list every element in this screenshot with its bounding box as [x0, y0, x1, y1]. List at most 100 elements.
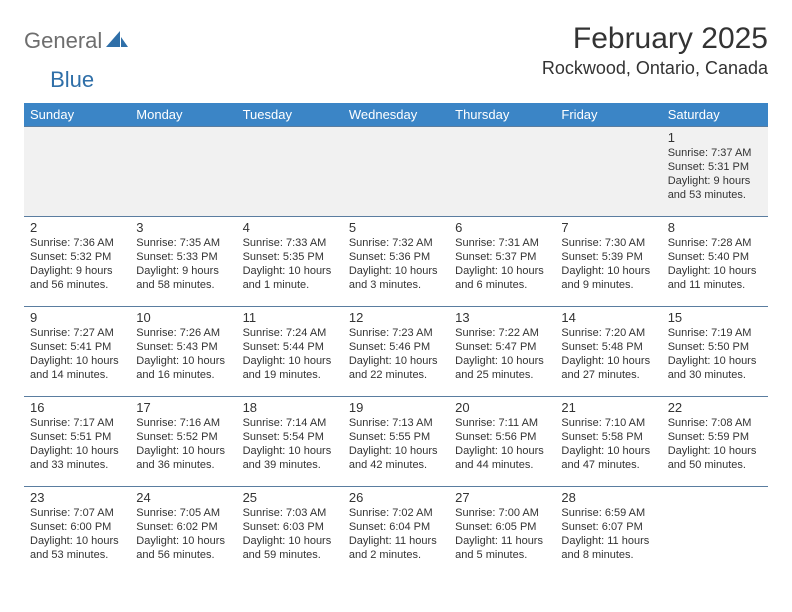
sunrise-text: Sunrise: 7:26 AM — [136, 327, 230, 341]
sunrise-text: Sunrise: 7:22 AM — [455, 327, 549, 341]
day-number: 8 — [668, 220, 762, 236]
sunset-text: Sunset: 5:56 PM — [455, 431, 549, 445]
sunset-text: Sunset: 6:07 PM — [561, 521, 655, 535]
day-number: 4 — [243, 220, 337, 236]
day-number: 11 — [243, 310, 337, 326]
calendar-body: 1Sunrise: 7:37 AMSunset: 5:31 PMDaylight… — [24, 127, 768, 577]
day-number: 17 — [136, 400, 230, 416]
day-cell: 6Sunrise: 7:31 AMSunset: 5:37 PMDaylight… — [449, 217, 555, 307]
location-subtitle: Rockwood, Ontario, Canada — [542, 58, 768, 79]
sunrise-text: Sunrise: 7:14 AM — [243, 417, 337, 431]
sunset-text: Sunset: 5:54 PM — [243, 431, 337, 445]
day-number: 2 — [30, 220, 124, 236]
day-cell: 12Sunrise: 7:23 AMSunset: 5:46 PMDayligh… — [343, 307, 449, 397]
day-cell: 2Sunrise: 7:36 AMSunset: 5:32 PMDaylight… — [24, 217, 130, 307]
sunset-text: Sunset: 5:58 PM — [561, 431, 655, 445]
day-cell: 13Sunrise: 7:22 AMSunset: 5:47 PMDayligh… — [449, 307, 555, 397]
sunrise-text: Sunrise: 7:36 AM — [30, 237, 124, 251]
logo-text-general: General — [24, 28, 102, 54]
week-row: 2Sunrise: 7:36 AMSunset: 5:32 PMDaylight… — [24, 217, 768, 307]
title-block: February 2025 Rockwood, Ontario, Canada — [542, 22, 768, 79]
daylight-text: Daylight: 10 hours and 9 minutes. — [561, 265, 655, 293]
page-title: February 2025 — [542, 22, 768, 56]
sunrise-text: Sunrise: 7:23 AM — [349, 327, 443, 341]
day-cell: 23Sunrise: 7:07 AMSunset: 6:00 PMDayligh… — [24, 487, 130, 577]
day-cell: 5Sunrise: 7:32 AMSunset: 5:36 PMDaylight… — [343, 217, 449, 307]
sunrise-text: Sunrise: 7:17 AM — [30, 417, 124, 431]
daylight-text: Daylight: 10 hours and 3 minutes. — [349, 265, 443, 293]
daylight-text: Daylight: 10 hours and 6 minutes. — [455, 265, 549, 293]
day-number: 23 — [30, 490, 124, 506]
day-cell: 25Sunrise: 7:03 AMSunset: 6:03 PMDayligh… — [237, 487, 343, 577]
sunset-text: Sunset: 6:03 PM — [243, 521, 337, 535]
daylight-text: Daylight: 10 hours and 53 minutes. — [30, 535, 124, 563]
sunset-text: Sunset: 5:36 PM — [349, 251, 443, 265]
day-number: 26 — [349, 490, 443, 506]
day-number: 20 — [455, 400, 549, 416]
sunset-text: Sunset: 5:50 PM — [668, 341, 762, 355]
daylight-text: Daylight: 10 hours and 25 minutes. — [455, 355, 549, 383]
daylight-text: Daylight: 10 hours and 27 minutes. — [561, 355, 655, 383]
sunrise-text: Sunrise: 7:03 AM — [243, 507, 337, 521]
day-cell: 8Sunrise: 7:28 AMSunset: 5:40 PMDaylight… — [662, 217, 768, 307]
daylight-text: Daylight: 9 hours and 53 minutes. — [668, 175, 762, 203]
calendar-table: Sunday Monday Tuesday Wednesday Thursday… — [24, 103, 768, 577]
logo-sail-icon — [106, 29, 128, 54]
week-row: 9Sunrise: 7:27 AMSunset: 5:41 PMDaylight… — [24, 307, 768, 397]
day-cell: 4Sunrise: 7:33 AMSunset: 5:35 PMDaylight… — [237, 217, 343, 307]
day-number: 24 — [136, 490, 230, 506]
day-cell: 10Sunrise: 7:26 AMSunset: 5:43 PMDayligh… — [130, 307, 236, 397]
day-number: 21 — [561, 400, 655, 416]
sunrise-text: Sunrise: 7:16 AM — [136, 417, 230, 431]
daylight-text: Daylight: 10 hours and 42 minutes. — [349, 445, 443, 473]
sunrise-text: Sunrise: 7:30 AM — [561, 237, 655, 251]
sunset-text: Sunset: 6:00 PM — [30, 521, 124, 535]
daylight-text: Daylight: 9 hours and 58 minutes. — [136, 265, 230, 293]
sunrise-text: Sunrise: 7:24 AM — [243, 327, 337, 341]
logo-text-blue: Blue — [50, 67, 94, 93]
day-cell: 3Sunrise: 7:35 AMSunset: 5:33 PMDaylight… — [130, 217, 236, 307]
sunrise-text: Sunrise: 7:13 AM — [349, 417, 443, 431]
day-number: 14 — [561, 310, 655, 326]
day-number: 27 — [455, 490, 549, 506]
daylight-text: Daylight: 10 hours and 11 minutes. — [668, 265, 762, 293]
week-row: 1Sunrise: 7:37 AMSunset: 5:31 PMDaylight… — [24, 127, 768, 217]
day-number: 15 — [668, 310, 762, 326]
sunset-text: Sunset: 5:41 PM — [30, 341, 124, 355]
sunset-text: Sunset: 5:39 PM — [561, 251, 655, 265]
day-number: 5 — [349, 220, 443, 236]
day-number: 25 — [243, 490, 337, 506]
sunrise-text: Sunrise: 7:00 AM — [455, 507, 549, 521]
day-number: 9 — [30, 310, 124, 326]
day-cell: 21Sunrise: 7:10 AMSunset: 5:58 PMDayligh… — [555, 397, 661, 487]
day-cell — [343, 127, 449, 217]
sunrise-text: Sunrise: 7:11 AM — [455, 417, 549, 431]
day-cell — [449, 127, 555, 217]
sunrise-text: Sunrise: 7:07 AM — [30, 507, 124, 521]
sunrise-text: Sunrise: 7:05 AM — [136, 507, 230, 521]
col-sunday: Sunday — [24, 103, 130, 127]
col-monday: Monday — [130, 103, 236, 127]
day-cell: 28Sunrise: 6:59 AMSunset: 6:07 PMDayligh… — [555, 487, 661, 577]
sunset-text: Sunset: 5:52 PM — [136, 431, 230, 445]
sunset-text: Sunset: 5:48 PM — [561, 341, 655, 355]
sunset-text: Sunset: 6:02 PM — [136, 521, 230, 535]
sunrise-text: Sunrise: 7:10 AM — [561, 417, 655, 431]
daylight-text: Daylight: 10 hours and 1 minute. — [243, 265, 337, 293]
day-cell — [24, 127, 130, 217]
daylight-text: Daylight: 10 hours and 56 minutes. — [136, 535, 230, 563]
day-number: 16 — [30, 400, 124, 416]
col-friday: Friday — [555, 103, 661, 127]
sunset-text: Sunset: 5:33 PM — [136, 251, 230, 265]
sunrise-text: Sunrise: 7:28 AM — [668, 237, 762, 251]
sunrise-text: Sunrise: 7:37 AM — [668, 147, 762, 161]
daylight-text: Daylight: 10 hours and 44 minutes. — [455, 445, 549, 473]
day-number: 22 — [668, 400, 762, 416]
sunrise-text: Sunrise: 7:02 AM — [349, 507, 443, 521]
daylight-text: Daylight: 10 hours and 50 minutes. — [668, 445, 762, 473]
sunrise-text: Sunrise: 7:20 AM — [561, 327, 655, 341]
daylight-text: Daylight: 10 hours and 33 minutes. — [30, 445, 124, 473]
day-cell: 7Sunrise: 7:30 AMSunset: 5:39 PMDaylight… — [555, 217, 661, 307]
day-number: 10 — [136, 310, 230, 326]
col-saturday: Saturday — [662, 103, 768, 127]
